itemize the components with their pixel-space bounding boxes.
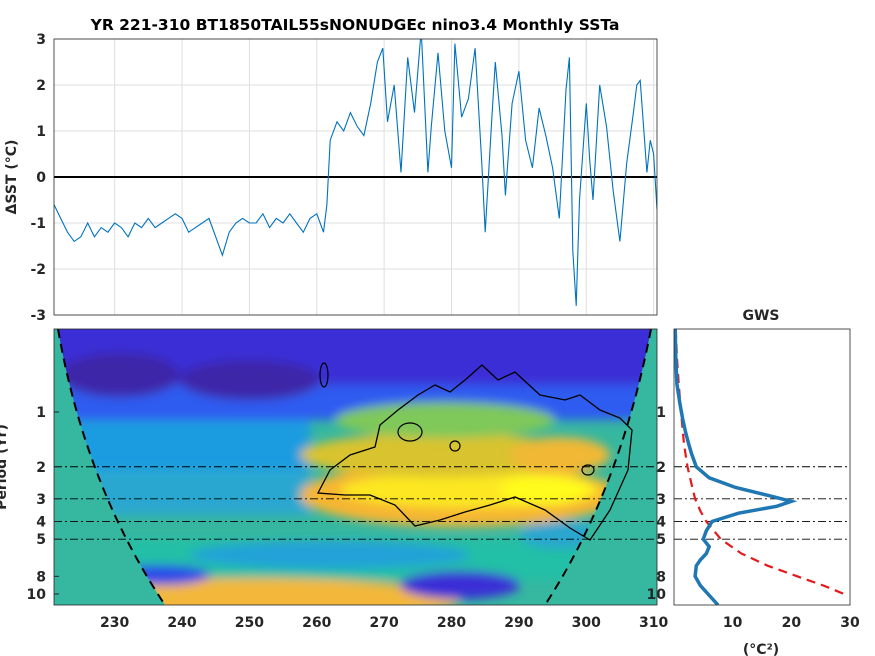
cone-of-influence-line-right xyxy=(544,329,652,605)
gws-significance-curve xyxy=(674,329,845,596)
y-axis-label-sst: ΔSST (°C) xyxy=(4,140,20,215)
x-tick-label: 230 xyxy=(100,615,129,631)
y-tick-label: -2 xyxy=(30,262,46,278)
gws-x-ticks: 10 20 30 xyxy=(723,615,860,631)
significance-contour-small xyxy=(581,464,595,476)
y-tick-label: 2 xyxy=(36,78,46,94)
time-series-panel: -3 -2 -1 0 1 2 3 YR 221-310 BT1850TAIL55sNONUD… xyxy=(4,16,658,324)
cone-of-influence-left xyxy=(54,329,165,605)
gws-period-tick-label: 10 xyxy=(647,587,667,603)
period-tick-label: 5 xyxy=(36,532,46,548)
x-tick-label: 310 xyxy=(639,615,668,631)
period-tick-label: 10 xyxy=(27,587,47,603)
period-tick-label: 3 xyxy=(36,492,46,508)
y-tick-label: -3 xyxy=(30,308,46,324)
significance-contour-small xyxy=(397,422,423,442)
significance-contour xyxy=(316,364,633,541)
gws-power-curve xyxy=(674,329,798,605)
gws-axes-box xyxy=(673,328,851,606)
x-tick-label: 270 xyxy=(370,615,399,631)
gws-x-tick-label: 10 xyxy=(723,615,743,631)
gws-y-ticks: 1 2 3 45 8 10 xyxy=(647,405,667,603)
gws-period-tick-label: 2 xyxy=(656,460,666,476)
time-series-axes-box xyxy=(53,38,658,316)
wavelet-power-field xyxy=(54,329,657,605)
gws-period-tick-label: 4 xyxy=(656,515,666,531)
x-tick-label: 290 xyxy=(504,615,533,631)
period-tick-label: 1 xyxy=(36,405,46,421)
shared-x-ticks: 230 240 250 260 270 280 290 300 310 xyxy=(100,615,668,631)
chart-title: YR 221-310 BT1850TAIL55sNONUDGEc nino3.4… xyxy=(90,16,620,34)
y-tick-label: -1 xyxy=(30,216,46,232)
period-tick-label: 8 xyxy=(36,569,46,585)
y-tick-label: 0 xyxy=(36,170,46,186)
gws-period-tick-label: 3 xyxy=(656,492,666,508)
sst-anomaly-series xyxy=(54,39,657,306)
wavelet-reference-lines xyxy=(54,466,657,540)
period-tick-label: 4 xyxy=(36,515,46,531)
x-tick-label: 250 xyxy=(235,615,264,631)
gws-period-tick-label: 8 xyxy=(656,569,666,585)
wavelet-y-ticks: 1 2 3 45 8 10 xyxy=(27,405,59,603)
gws-x-axis-label: (°C²) xyxy=(743,642,779,656)
y-tick-label: 1 xyxy=(36,124,46,140)
y-tick-label: 3 xyxy=(36,32,46,48)
global-wavelet-spectrum-panel: 10 20 30 1 2 3 45 8 10 GWS (°C²) xyxy=(647,308,860,656)
x-tick-label: 240 xyxy=(167,615,196,631)
cone-of-influence-right xyxy=(545,329,657,605)
gws-reference-lines xyxy=(674,466,850,540)
time-series-y-ticks: -3 -2 -1 0 1 2 3 xyxy=(30,32,46,324)
gws-x-tick-label: 30 xyxy=(840,615,860,631)
x-tick-label: 300 xyxy=(572,615,601,631)
gws-x-tick-label: 20 xyxy=(782,615,802,631)
gws-period-tick-label: 5 xyxy=(656,532,666,548)
significance-contour-small xyxy=(319,362,329,388)
period-tick-label: 2 xyxy=(36,460,46,476)
y-axis-label-period: Period (Yr) xyxy=(0,424,10,510)
gws-title: GWS xyxy=(742,308,779,324)
gws-period-tick-label: 1 xyxy=(656,405,666,421)
x-tick-label: 280 xyxy=(437,615,466,631)
cone-of-influence-line-left xyxy=(57,329,166,605)
x-tick-label: 260 xyxy=(302,615,331,631)
significance-contour-small xyxy=(449,440,461,452)
